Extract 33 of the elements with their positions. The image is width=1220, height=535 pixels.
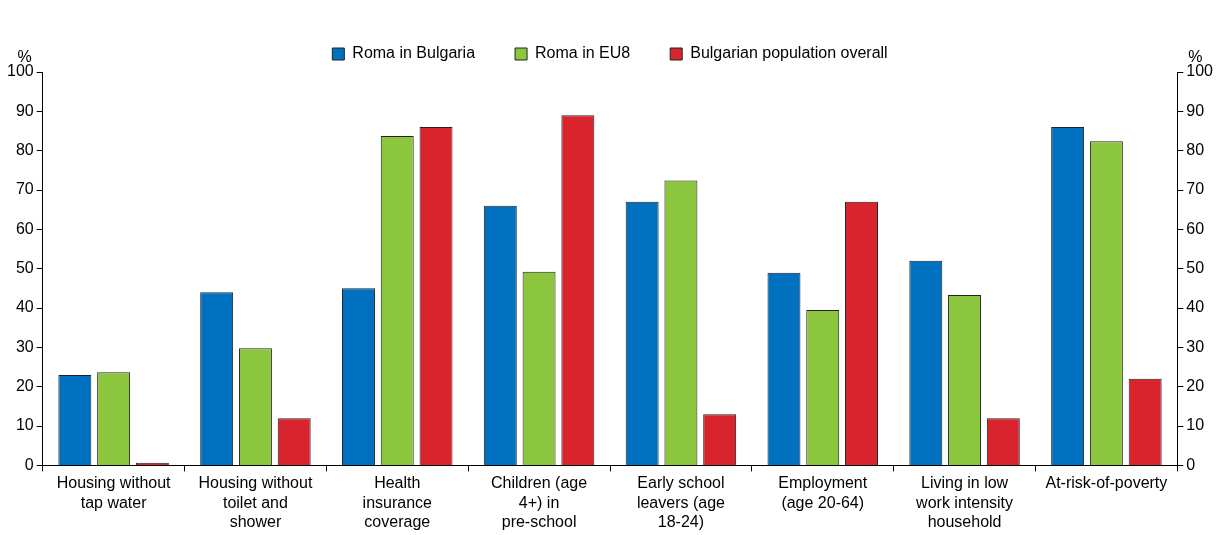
y2-tick-label: 20	[1186, 377, 1205, 395]
y2-tick-label: 50	[1186, 259, 1205, 277]
y-tick-label: 50	[15, 259, 34, 277]
y2-tick-label: 80	[1186, 141, 1205, 159]
y2-tick-label: 100	[1186, 62, 1214, 80]
y2-tick-label: 0	[1186, 455, 1196, 473]
y-tick-label: 10	[15, 416, 34, 434]
x-tick-label: Employment (age 20-64)	[778, 474, 868, 511]
y-tick-label: 90	[15, 101, 34, 119]
y2-tick-label: 60	[1186, 219, 1205, 237]
x-tick-label: At-risk-of-poverty	[1045, 474, 1168, 492]
x-tick-label: Health insurance coverage	[362, 474, 433, 530]
x-tick-label: Housing without tap water	[56, 474, 172, 511]
y2-tick-label: 40	[1186, 298, 1205, 316]
y-tick-label: 100	[6, 62, 34, 80]
x-tick-label: Housing without toilet and shower	[198, 474, 313, 530]
y-tick-label: 30	[15, 337, 34, 355]
y2-tick-label: 10	[1186, 416, 1205, 434]
y-tick-label: 70	[15, 180, 34, 198]
x-tick-label: Living in low work intensity household	[915, 474, 1014, 530]
legend-label: Roma in EU8	[535, 44, 631, 62]
y2-tick-label: 70	[1186, 180, 1205, 198]
y-tick-label: 40	[15, 298, 34, 316]
y-tick-label: 80	[15, 141, 34, 159]
legend-label: Bulgarian population overall	[690, 44, 888, 62]
y-tick-label: 20	[15, 377, 34, 395]
x-tick-label: Early school leavers (age 18-24)	[636, 474, 726, 530]
y2-tick-label: 30	[1186, 337, 1205, 355]
y-tick-label: 0	[24, 455, 34, 473]
x-tick-label: Children (age 4+) in pre-school	[491, 474, 588, 530]
legend-label: Roma in Bulgaria	[352, 44, 476, 62]
y2-tick-label: 90	[1186, 101, 1205, 119]
y-tick-label: 60	[15, 219, 34, 237]
